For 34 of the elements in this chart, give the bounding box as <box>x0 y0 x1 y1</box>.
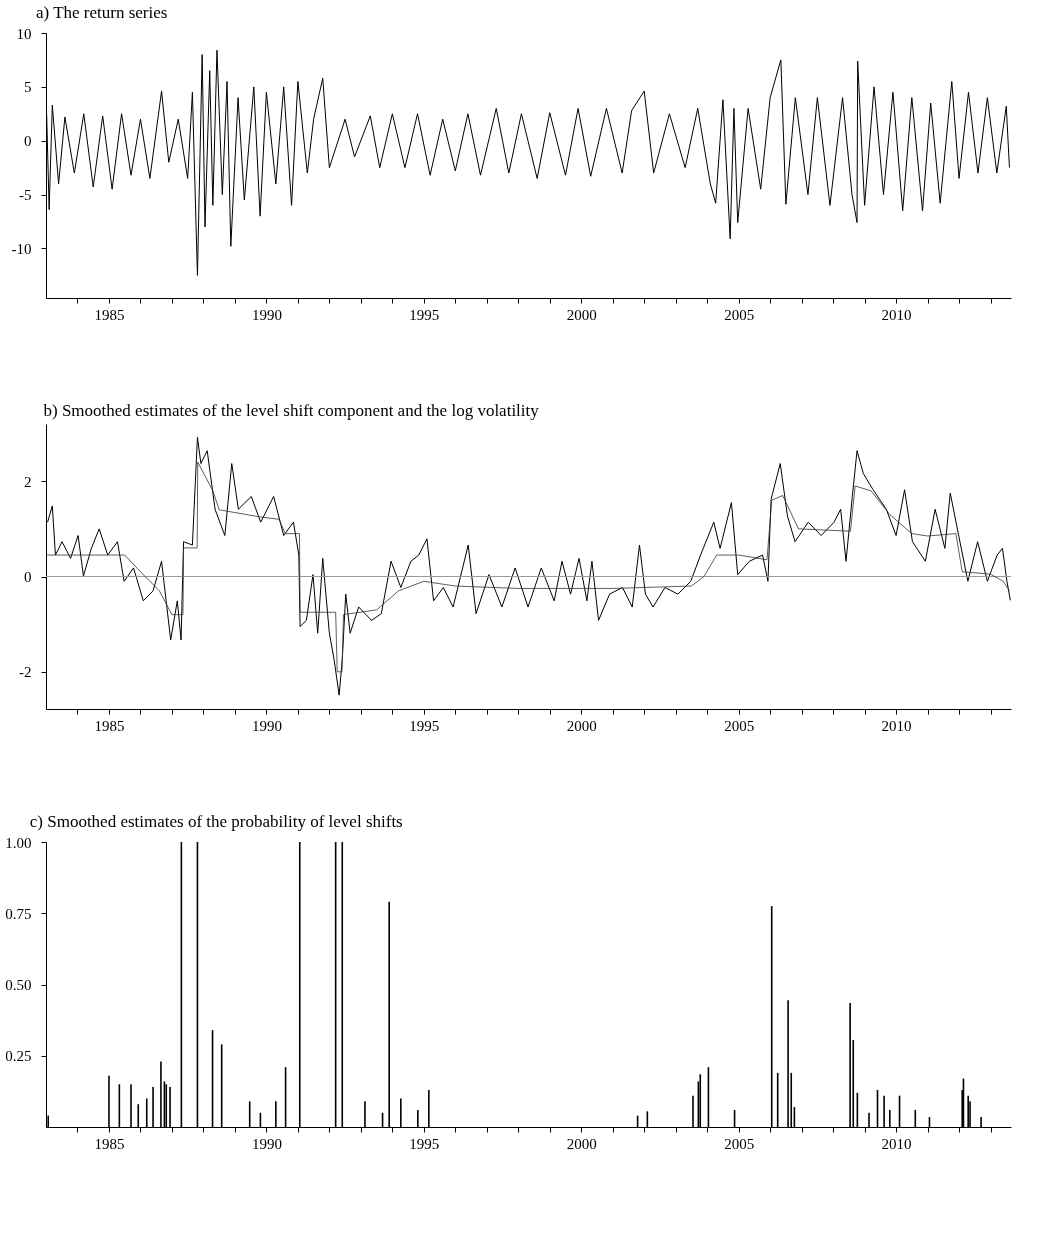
x-tick-label: 2005 <box>724 306 755 323</box>
line-series <box>45 461 1010 673</box>
x-tick-label: 1995 <box>409 717 440 734</box>
x-tick-label: 2000 <box>566 717 597 734</box>
x-tick-label: 1990 <box>251 306 282 323</box>
y-tick-label: 5 <box>24 79 32 96</box>
x-tick-label: 2000 <box>566 1135 597 1152</box>
x-tick-label: 1995 <box>409 1135 440 1152</box>
x-tick-label: 1985 <box>94 306 125 323</box>
y-tick-label: 0.25 <box>5 1048 32 1065</box>
y-tick-label: 1.00 <box>5 834 32 851</box>
y-tick-label: 0 <box>24 569 32 586</box>
x-tick-label: 1990 <box>251 717 282 734</box>
y-tick-label: 0.50 <box>5 977 32 993</box>
y-tick-label: 10 <box>16 25 32 42</box>
x-tick-label: 1990 <box>251 1135 282 1152</box>
y-tick-label: 0 <box>24 133 32 150</box>
y-tick-label: -2 <box>19 664 32 681</box>
x-tick-label: 1995 <box>409 306 440 323</box>
y-tick-label: -10 <box>11 240 32 257</box>
chart-title: b) Smoothed estimates of the level shift component and the log volatility <box>43 401 540 420</box>
y-tick-label: -5 <box>19 187 32 204</box>
x-tick-label: 2005 <box>724 1135 755 1152</box>
chart-title: c) Smoothed estimates of the probability of level shifts <box>29 812 403 831</box>
x-tick-label: 2000 <box>566 306 597 323</box>
x-tick-label: 2005 <box>724 717 755 734</box>
y-tick-label: 0.75 <box>5 905 32 922</box>
x-tick-label: 2010 <box>881 1135 912 1152</box>
x-tick-label: 2010 <box>881 717 912 734</box>
x-tick-label: 2010 <box>881 306 912 323</box>
x-tick-label: 1985 <box>94 1135 125 1152</box>
y-tick-label: 2 <box>24 473 32 490</box>
x-tick-label: 1985 <box>94 717 125 734</box>
chart-title: a) The return series <box>36 3 168 22</box>
